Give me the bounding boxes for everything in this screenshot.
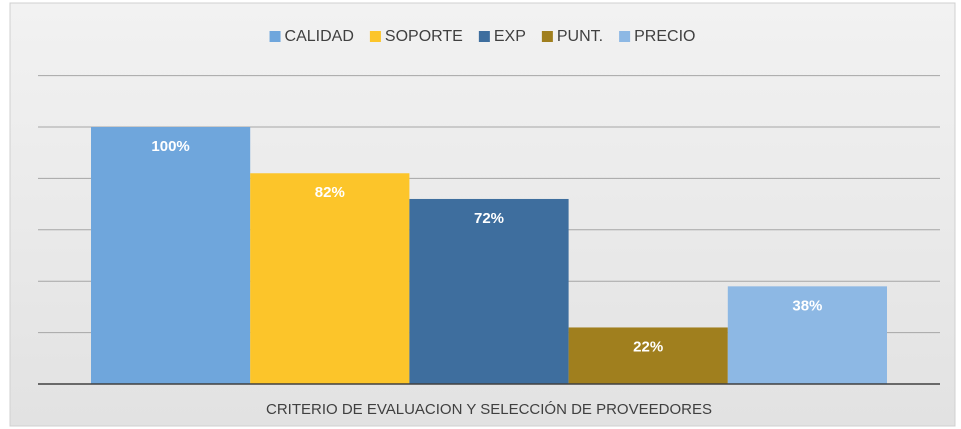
- legend-label: EXP: [494, 28, 526, 45]
- bar: [91, 127, 251, 384]
- data-label: 22%: [633, 338, 663, 355]
- legend-swatch: [369, 31, 381, 42]
- data-label: 72%: [474, 210, 504, 227]
- data-label: 100%: [151, 138, 189, 155]
- legend-swatch: [269, 31, 281, 42]
- legend-label: CALIDAD: [285, 28, 354, 45]
- legend-swatch: [478, 31, 490, 42]
- legend-label: PUNT.: [557, 28, 603, 45]
- legend-label: SOPORTE: [385, 28, 463, 45]
- bar: [250, 173, 410, 384]
- legend-swatch: [541, 31, 553, 42]
- x-tick-label: CRITERIO DE EVALUACION Y SELECCIÓN DE PR…: [266, 401, 712, 418]
- legend-swatch: [619, 31, 631, 42]
- bar: [727, 286, 887, 384]
- bar: [568, 327, 728, 384]
- legend-label: PRECIO: [634, 28, 695, 45]
- bar: [409, 198, 569, 384]
- data-label: 82%: [315, 184, 345, 201]
- data-label: 38%: [792, 297, 822, 314]
